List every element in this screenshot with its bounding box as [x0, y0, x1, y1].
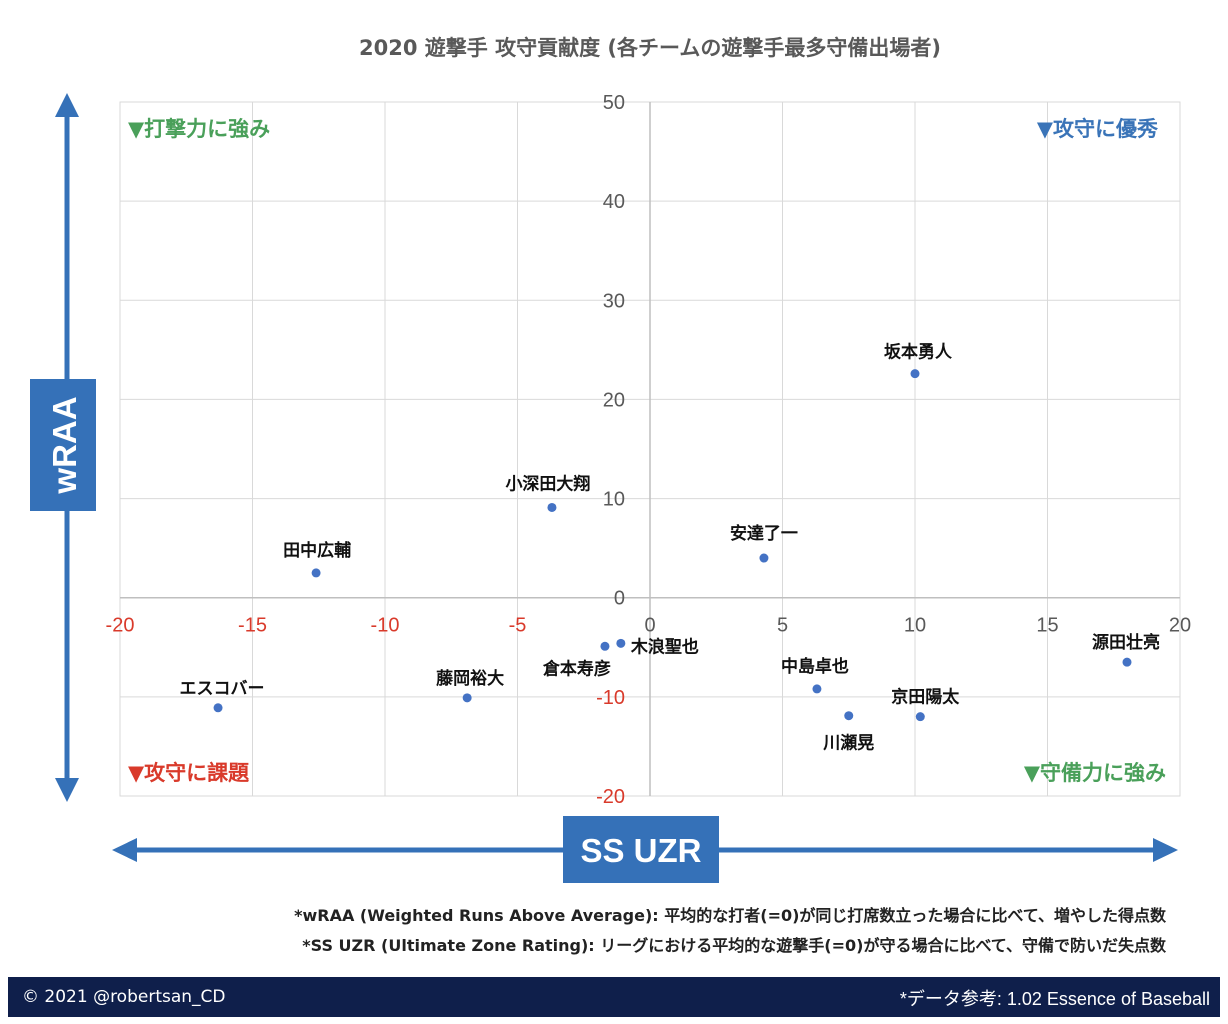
- x-tick-label: -10: [371, 615, 400, 637]
- data-point-label: 田中広輔: [283, 540, 351, 561]
- x-tick-label: 5: [777, 615, 788, 637]
- data-point-label: 川瀬晃: [822, 734, 874, 754]
- x-axis-label-box: SS UZR: [563, 816, 719, 883]
- y-tick-label: 10: [603, 489, 625, 511]
- x-tick-label: -20: [106, 615, 135, 637]
- data-point: [915, 712, 925, 722]
- quadrant-label-top-left: ▼打撃力に強み: [128, 117, 270, 141]
- data-point-label: 藤岡裕大: [436, 668, 504, 689]
- data-point: [1122, 657, 1132, 667]
- y-tick-label: 0: [614, 588, 625, 610]
- quadrant-label-bottom-left: ▼攻守に課題: [128, 761, 250, 785]
- x-tick-label: 10: [904, 615, 926, 637]
- data-point: [462, 693, 472, 703]
- axes: [120, 102, 1180, 796]
- copyright: © 2021 @robertsan_CD: [22, 987, 226, 1007]
- data-point: [600, 641, 610, 651]
- y-tick-label: -10: [596, 687, 625, 709]
- x-tick-label: 20: [1169, 615, 1191, 637]
- y-tick-label: 50: [603, 92, 625, 114]
- scatter-chart: 2020 遊撃手 攻守貢献度 (各チームの遊撃手最多守備出場者) -20 -15-…: [30, 36, 1192, 883]
- x-tick-labels: -20 -15 -10 -5 0 5 10 15 20: [106, 615, 1192, 637]
- x-tick-label: -15: [238, 615, 267, 637]
- footnote-wraa: *wRAA (Weighted Runs Above Average): 平均的…: [294, 906, 1166, 925]
- quadrant-label-bottom-right: ▼守備力に強み: [1024, 761, 1166, 785]
- data-point-label: エスコバー: [180, 679, 265, 699]
- y-tick-labels: -20 -10 0 10 20 30 40 50: [596, 92, 625, 808]
- x-tick-label: 15: [1036, 615, 1058, 637]
- data-point: [616, 638, 626, 648]
- data-point: [213, 703, 223, 713]
- y-axis-label-box: wRAA: [30, 379, 96, 511]
- data-points: [213, 369, 1132, 722]
- data-point-label: 源田壮亮: [1092, 632, 1160, 653]
- x-tick-label: 0: [644, 615, 655, 637]
- data-point-label: 木浪聖也: [630, 636, 699, 657]
- data-point-label: 京田陽太: [891, 687, 960, 708]
- data-point-label: 中島卓也: [781, 656, 849, 677]
- data-point-label: 小深田大翔: [505, 473, 590, 494]
- y-tick-label: -20: [596, 786, 625, 808]
- data-point: [759, 553, 769, 563]
- data-point: [844, 711, 854, 721]
- x-axis-label: SS UZR: [580, 832, 701, 869]
- data-point: [812, 684, 822, 694]
- data-point: [311, 568, 321, 578]
- y-tick-label: 20: [603, 389, 625, 411]
- footnote-uzr: *SS UZR (Ultimate Zone Rating): リーグにおける平…: [302, 936, 1166, 955]
- data-point-label: 安達了一: [730, 523, 798, 544]
- y-tick-label: 30: [603, 290, 625, 312]
- data-point-label: 倉本寿彦: [542, 658, 611, 679]
- y-tick-label: 40: [603, 191, 625, 213]
- data-point-label: 坂本勇人: [884, 342, 953, 363]
- quadrant-label-top-right: ▼攻守に優秀: [1037, 117, 1158, 141]
- data-point: [547, 502, 557, 512]
- chart-title: 2020 遊撃手 攻守貢献度 (各チームの遊撃手最多守備出場者): [359, 36, 941, 60]
- data-point: [910, 369, 920, 379]
- data-source: *データ参考: 1.02 Essence of Baseball: [899, 989, 1210, 1009]
- x-tick-label: -5: [509, 615, 527, 637]
- footer-bar: © 2021 @robertsan_CD *データ参考: 1.02 Essenc…: [8, 977, 1220, 1017]
- y-axis-label: wRAA: [46, 396, 83, 494]
